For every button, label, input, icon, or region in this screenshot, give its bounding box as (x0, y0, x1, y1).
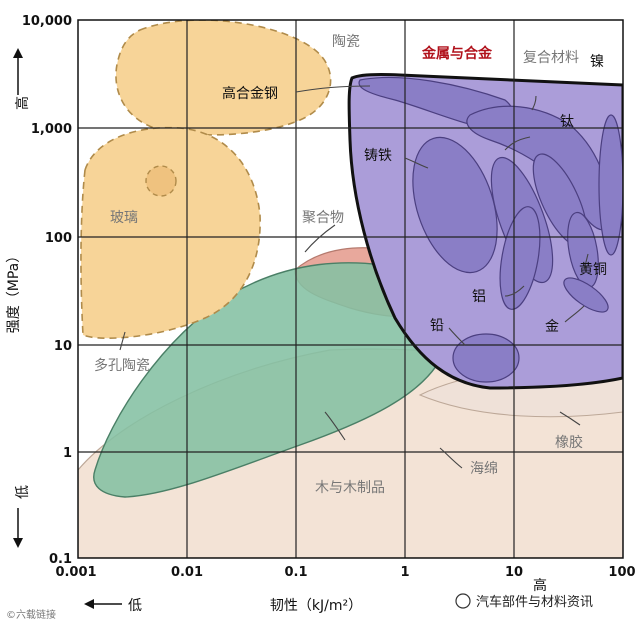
x-axis-high-label: 高 (533, 577, 547, 594)
x-axis-title: 韧性（kJ/m²） (270, 598, 362, 614)
y-down-arrow-icon (13, 538, 23, 548)
y-tick-0: 10,000 (22, 14, 72, 29)
x-tick-1: 0.01 (171, 565, 203, 580)
aluminum-label: 铝 (472, 289, 486, 305)
leader-lines (119, 85, 589, 469)
y-axis-high-label: 高 (14, 96, 31, 110)
glass-region (80, 126, 261, 339)
y-tick-4: 1 (63, 446, 72, 461)
wechat-icon (455, 593, 471, 609)
aluminum-blob (499, 206, 541, 310)
metals-alloys-label: 金属与合金 (421, 45, 493, 62)
y-axis-high-group: 高 (13, 48, 31, 110)
corner-watermark: ©六载链接 (6, 608, 56, 621)
composites-label: 复合材料 (523, 49, 579, 66)
y-axis-low-label: 低 (15, 485, 31, 499)
ceramics-label: 陶瓷 (332, 34, 360, 50)
high-alloy-steel-label: 高合金钢 (222, 85, 278, 102)
x-tick-4: 10 (505, 565, 523, 580)
y-axis-title: 强度（MPa） (6, 249, 22, 333)
ceramics-region (115, 20, 332, 136)
source-watermark: 汽车部件与材料资讯 (455, 593, 593, 610)
y-tick-2: 100 (45, 231, 72, 246)
x-axis-low-group: 低 (84, 598, 142, 614)
gold-label: 金 (545, 319, 559, 335)
lead-blob (452, 333, 520, 383)
brass-label: 黄铜 (579, 261, 607, 278)
source-watermark-text: 汽车部件与材料资讯 (476, 594, 593, 610)
y-up-arrow-icon (13, 48, 23, 58)
x-tick-3: 1 (400, 565, 409, 580)
glass-fiber-circle (145, 165, 177, 197)
rubber-label: 橡胶 (555, 434, 583, 451)
cast-iron-blob (412, 136, 498, 274)
y-tick-5: 0.1 (49, 552, 72, 567)
nickel-blob (598, 114, 623, 256)
plot-frame (77, 19, 624, 559)
y-tick-3: 10 (54, 339, 72, 354)
lead-label: 铅 (430, 318, 444, 334)
x-left-arrow-icon (84, 599, 94, 609)
titanium-blob (466, 105, 611, 231)
x-tick-2: 0.1 (284, 565, 307, 580)
x-tick-5: 100 (608, 565, 635, 580)
cast-iron-label: 铸铁 (364, 148, 392, 164)
grid-lines (78, 20, 623, 558)
y-axis-low-group: 低 (13, 485, 31, 548)
y-tick-1: 1,000 (31, 122, 72, 137)
glass-label: 玻璃 (110, 209, 138, 226)
x-tick-0: 0.001 (55, 565, 96, 580)
titanium-label: 钛 (560, 114, 574, 130)
polymers-label: 聚合物 (302, 210, 344, 226)
gold-blob (563, 277, 609, 313)
wood-label: 木与木制品 (315, 480, 385, 496)
nickel-label: 镍 (590, 54, 604, 70)
porous-ceramics-label: 多孔陶瓷 (94, 357, 150, 374)
foam-label: 海绵 (470, 460, 498, 477)
x-axis-low-label: 低 (128, 598, 142, 614)
